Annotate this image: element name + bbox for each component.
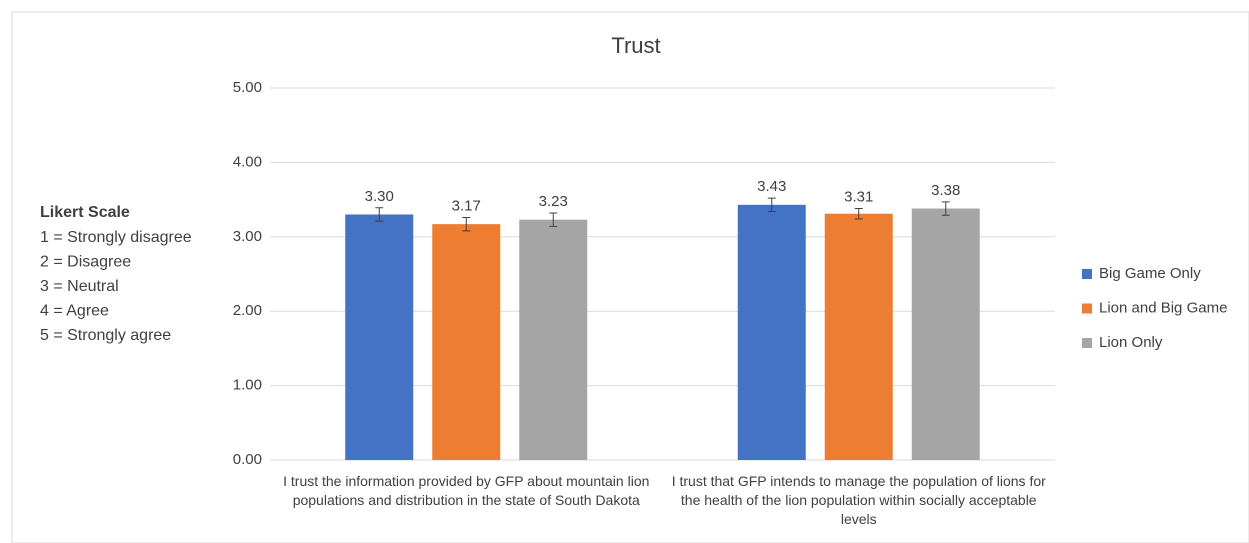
error-bar <box>375 207 384 222</box>
annotation-line: 1 = Strongly disagree <box>40 229 192 246</box>
x-tick-label: I trust that GFP intends to manage the p… <box>671 473 1046 527</box>
bar <box>519 219 588 460</box>
error-bar <box>462 216 471 232</box>
legend-swatch <box>1082 269 1092 279</box>
y-tick-label: 4.00 <box>233 153 262 170</box>
bar <box>737 204 806 460</box>
value-label: 3.43 <box>757 178 786 195</box>
bar <box>824 213 893 460</box>
bar <box>345 214 414 460</box>
error-bar <box>767 197 776 213</box>
annotation-line: 5 = Strongly agree <box>40 327 171 344</box>
error-bar <box>549 212 558 227</box>
annotation-line: 3 = Neutral <box>40 278 119 295</box>
chart-title: Trust <box>611 33 660 58</box>
legend-swatch <box>1082 303 1092 314</box>
y-tick-label: 0.00 <box>233 451 262 468</box>
legend-label: Lion Only <box>1099 334 1163 351</box>
value-label: 3.38 <box>931 182 960 199</box>
y-tick-label: 5.00 <box>233 79 262 96</box>
y-tick-label: 1.00 <box>233 377 262 394</box>
value-label: 3.17 <box>452 197 481 214</box>
error-bar <box>941 201 950 216</box>
value-label: 3.30 <box>365 188 394 205</box>
legend-label: Big Game Only <box>1099 265 1201 282</box>
bar <box>911 208 980 460</box>
error-bar <box>854 208 863 220</box>
x-tick-label: I trust the information provided by GFP … <box>283 473 650 508</box>
value-label: 3.23 <box>539 193 568 210</box>
legend-label: Lion and Big Game <box>1099 299 1227 316</box>
bar <box>432 224 501 460</box>
annotation-line: 4 = Agree <box>40 303 109 320</box>
y-tick-label: 3.00 <box>233 228 262 245</box>
value-label: 3.31 <box>844 188 873 205</box>
y-tick-label: 2.00 <box>233 302 262 319</box>
annotation-title: Likert Scale <box>40 204 130 221</box>
legend-swatch <box>1082 338 1092 348</box>
chart-frame <box>11 11 1249 543</box>
annotation-line: 2 = Disagree <box>40 254 131 271</box>
